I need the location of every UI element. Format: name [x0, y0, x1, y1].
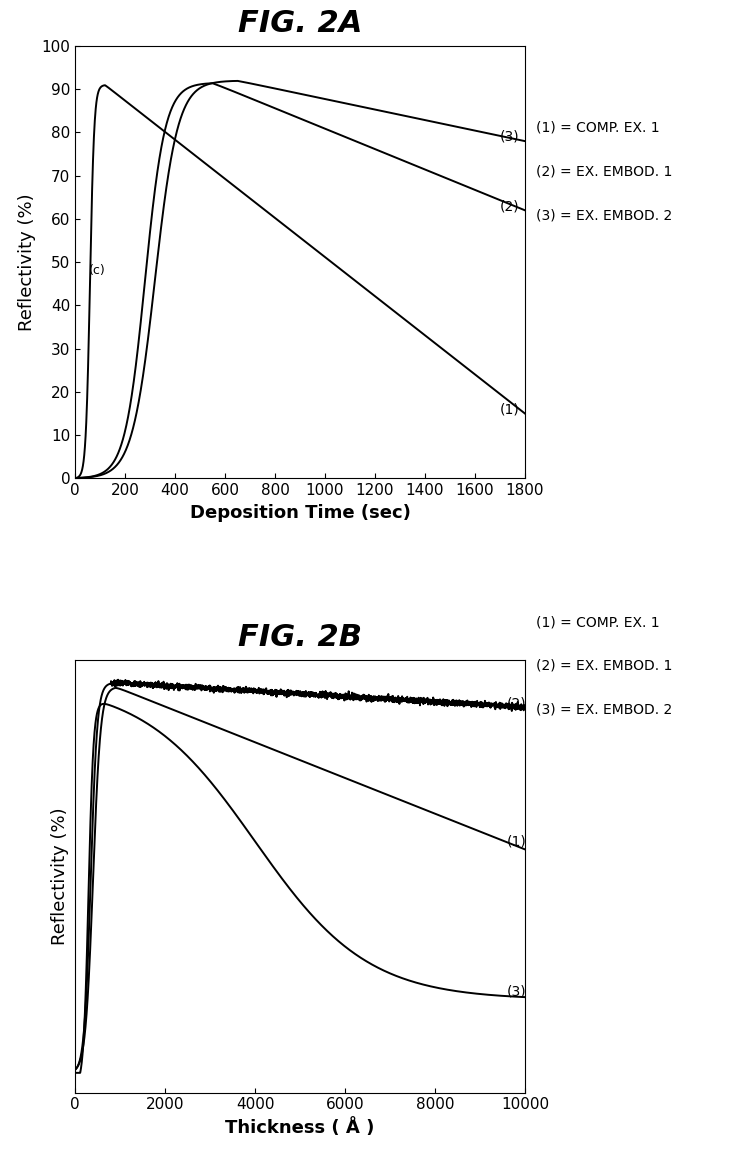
- Title: FIG. 2A: FIG. 2A: [238, 9, 362, 38]
- Text: (3): (3): [500, 130, 520, 144]
- Y-axis label: Reflectivity (%): Reflectivity (%): [18, 193, 36, 331]
- Text: (1) = COMP. EX. 1: (1) = COMP. EX. 1: [536, 121, 660, 135]
- Text: (2): (2): [507, 696, 526, 711]
- Text: (3): (3): [507, 984, 526, 998]
- Y-axis label: Reflectivity (%): Reflectivity (%): [52, 807, 70, 945]
- Text: (1): (1): [507, 834, 526, 849]
- Text: (3) = EX. EMBOD. 2: (3) = EX. EMBOD. 2: [536, 703, 673, 716]
- Text: (2) = EX. EMBOD. 1: (2) = EX. EMBOD. 1: [536, 659, 673, 673]
- Title: FIG. 2B: FIG. 2B: [238, 623, 362, 652]
- Text: (2) = EX. EMBOD. 1: (2) = EX. EMBOD. 1: [536, 164, 673, 178]
- Text: (3) = EX. EMBOD. 2: (3) = EX. EMBOD. 2: [536, 208, 673, 222]
- X-axis label: Thickness ( Å ): Thickness ( Å ): [225, 1118, 375, 1137]
- Text: (1): (1): [500, 402, 520, 416]
- Text: (c): (c): [88, 264, 106, 277]
- Text: (2): (2): [500, 199, 520, 213]
- Text: (1) = COMP. EX. 1: (1) = COMP. EX. 1: [536, 615, 660, 629]
- X-axis label: Deposition Time (sec): Deposition Time (sec): [190, 504, 410, 522]
